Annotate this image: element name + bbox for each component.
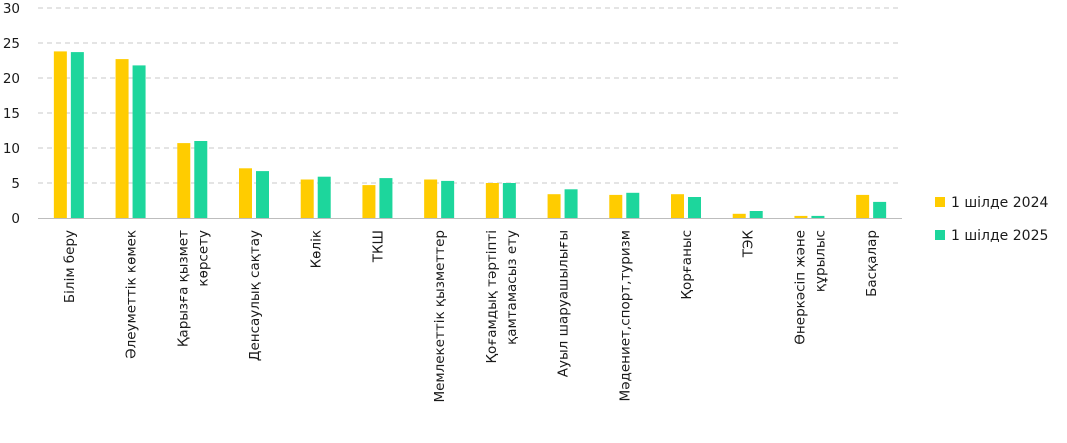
bar-series-1 [300, 179, 314, 218]
bar-series-2 [441, 180, 455, 218]
x-tick-label: Білім беру [62, 230, 78, 303]
y-tick-label: 15 [3, 106, 20, 122]
bars [53, 51, 887, 219]
legend-swatch [935, 230, 945, 240]
x-tick-label: Өнеркәсіп және [792, 230, 808, 345]
x-tick-label: Қоғамдық тәртіпті [484, 230, 500, 364]
x-tick-label: көрсету [195, 230, 211, 287]
legend-swatch [935, 197, 945, 207]
bar-series-2 [132, 65, 146, 219]
bar-series-1 [856, 194, 870, 218]
bar-series-2 [502, 183, 516, 218]
y-tick-label: 5 [11, 176, 20, 192]
legend-label: 1 шілде 2024 [951, 195, 1048, 211]
bar-series-1 [485, 183, 499, 218]
y-tick-label: 20 [3, 71, 20, 87]
y-tick-label: 25 [3, 36, 20, 52]
bar-series-1 [671, 194, 684, 218]
x-tick-label: Көлік [309, 230, 325, 268]
y-axis: 0 5 10 15 20 25 30 [3, 1, 902, 227]
bar-series-1 [732, 213, 746, 218]
x-tick-label: Қарызға қызмет [175, 230, 191, 347]
x-tick-label: Басқалар [864, 230, 880, 297]
legend-label: 1 шілде 2025 [951, 228, 1048, 244]
bar-series-1 [362, 185, 376, 218]
x-tick-label: ТЭК [741, 230, 757, 259]
bar-series-2 [194, 141, 208, 218]
x-tick-label: Ауыл шаруашылығы [556, 230, 572, 377]
y-tick-label: 10 [3, 141, 20, 157]
bar-series-1 [239, 168, 252, 218]
bar-series-2 [749, 211, 763, 218]
y-tick-label: 0 [11, 211, 20, 227]
x-tick-label: Мәдениет,спорт,туризм [617, 230, 633, 401]
legend: 1 шілде 2024 1 шілде 2025 [935, 195, 1048, 244]
x-tick-label: Қорғаныс [679, 230, 695, 300]
bar-series-1 [115, 59, 129, 218]
x-axis: Білім беру Әлеуметтік көмек Қарызға қызмет… [62, 230, 880, 403]
x-tick-label: Денсаулық сақтау [247, 230, 263, 361]
bar-series-2 [256, 171, 269, 218]
bar-series-2 [811, 215, 825, 218]
bar-series-1 [794, 215, 808, 218]
bar-series-2 [70, 52, 84, 218]
y-tick-label: 30 [3, 1, 20, 17]
bar-series-2 [873, 201, 887, 218]
bar-series-2 [688, 197, 701, 218]
bar-series-2 [379, 178, 393, 218]
grid-lines [38, 7, 902, 184]
x-tick-label: Әлеуметтік көмек [124, 230, 140, 359]
bar-series-1 [424, 179, 438, 218]
x-tick-label: Мемлекеттік қызметтер [432, 230, 448, 403]
bar-series-2 [564, 189, 578, 218]
bar-series-2 [626, 192, 640, 218]
bar-series-1 [547, 194, 561, 218]
bar-series-1 [53, 51, 67, 219]
x-tick-label: қамтамасыз ету [504, 230, 520, 345]
bar-series-1 [609, 194, 623, 218]
bar-series-2 [317, 176, 331, 218]
bar-series-1 [177, 143, 191, 218]
x-tick-label: құрылыс [812, 230, 828, 292]
x-tick-label: ТКШ [370, 230, 386, 263]
